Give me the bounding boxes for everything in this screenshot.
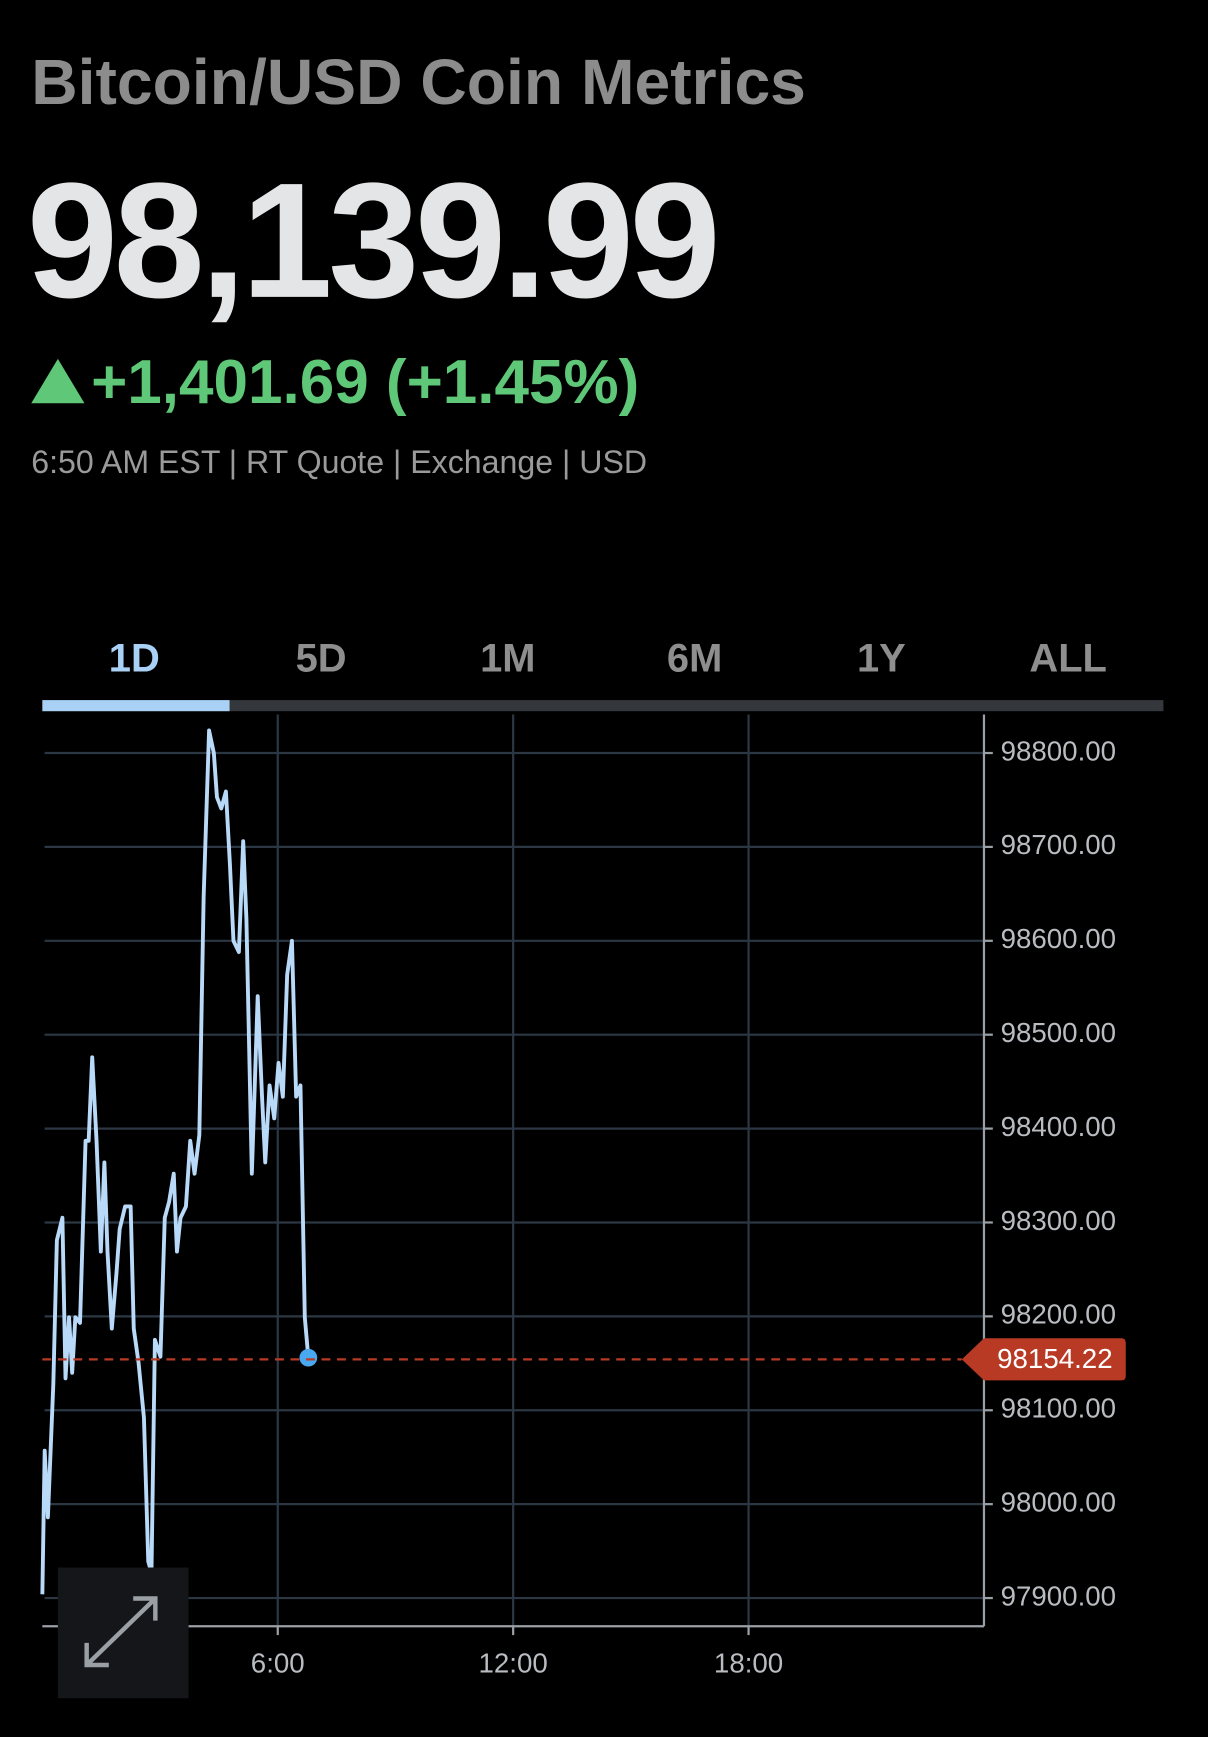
x-tick-label: 12:00: [479, 1648, 548, 1679]
tab-track: [42, 700, 1164, 712]
last-point: [299, 1348, 318, 1367]
y-tick-label: 98500.00: [1001, 1017, 1116, 1048]
last-value-label: 98154.22: [997, 1343, 1112, 1374]
tab[interactable]: 6M: [667, 636, 722, 680]
last-value-badge: [961, 1338, 1126, 1381]
y-tick-label: 98400.00: [1001, 1111, 1116, 1142]
y-tick-label: 98000.00: [1001, 1486, 1116, 1517]
tab[interactable]: ALL: [1029, 636, 1107, 680]
expand-button[interactable]: [57, 1567, 189, 1699]
up-arrow: [31, 358, 85, 404]
tab[interactable]: 1M: [480, 636, 535, 680]
y-tick-label: 98800.00: [1001, 735, 1116, 766]
x-tick-label: 18:00: [714, 1648, 783, 1679]
tab[interactable]: 1D: [109, 636, 160, 680]
y-tick-label: 98600.00: [1001, 923, 1116, 954]
tab-indicator: [42, 700, 230, 712]
tab[interactable]: 1Y: [857, 636, 906, 680]
chart: 97900.00 98000.00 98100.00 98200.00 98300.00…: [40, 714, 1126, 1679]
y-tick-label: 98700.00: [1001, 829, 1116, 860]
y-tick-label: 98100.00: [1001, 1393, 1116, 1424]
expand-box[interactable]: [57, 1567, 189, 1699]
y-tick-label: 97900.00: [1001, 1580, 1116, 1611]
title: Bitcoin/USD Coin Metrics: [31, 46, 806, 118]
change: +1,401.69 (+1.45%): [91, 348, 639, 417]
tab[interactable]: 5D: [296, 636, 347, 680]
y-tick-label: 98200.00: [1001, 1299, 1116, 1330]
expand-icon[interactable]: [84, 1596, 158, 1668]
tab-bar: 1D 5D 1M 6M 1Y ALL: [42, 636, 1164, 712]
price-line: [40, 728, 311, 1595]
price: 98,139.99: [27, 149, 716, 332]
y-tick-label: 98300.00: [1001, 1205, 1116, 1236]
quote-meta: 6:50 AM EST | RT Quote | Exchange | USD: [31, 444, 647, 480]
x-tick-label: 6:00: [251, 1648, 305, 1679]
